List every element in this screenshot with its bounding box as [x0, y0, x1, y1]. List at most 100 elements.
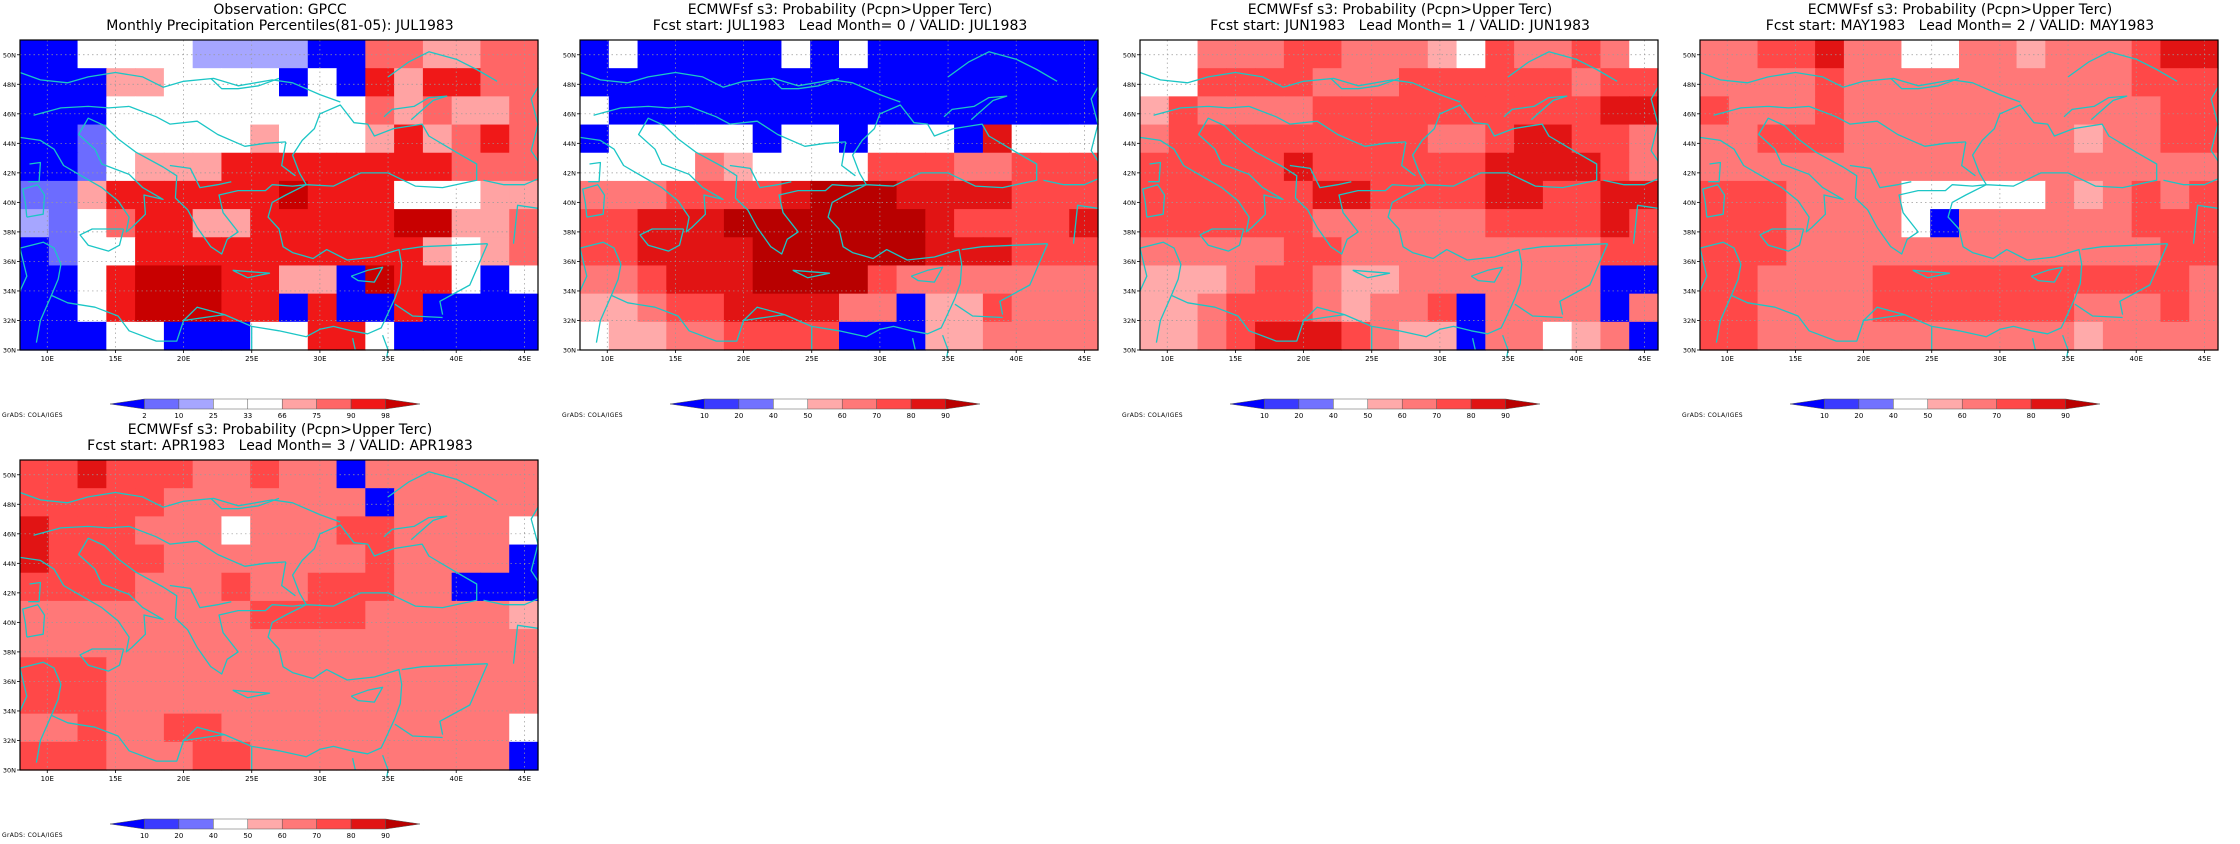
y-tick-label: 32N	[563, 317, 576, 325]
coastline	[582, 184, 606, 218]
grid-cell	[451, 488, 482, 517]
grid-cell	[1456, 124, 1486, 154]
colorbar-segment	[2065, 398, 2101, 410]
colorbar-segment	[773, 398, 809, 410]
grid-cell	[192, 685, 223, 715]
grid-cell	[20, 572, 50, 602]
grid-cell	[451, 600, 482, 630]
grid-cell	[810, 40, 840, 69]
grid-cell	[1312, 180, 1343, 210]
grid-cell	[810, 124, 840, 154]
grid-cell	[2016, 293, 2046, 323]
grid-cell	[1629, 40, 1659, 69]
grid-cell	[580, 40, 610, 69]
grid-cell	[48, 657, 79, 687]
grid-cell	[2189, 321, 2219, 351]
colorbar-label: 70	[1432, 412, 1441, 420]
grid-cell	[954, 96, 984, 126]
grid-cell	[1226, 293, 1256, 323]
grid-cell	[1786, 321, 1816, 351]
grid-cell	[451, 209, 482, 238]
grid-cell	[106, 488, 136, 517]
grid-cell	[307, 209, 338, 238]
grid-cell	[867, 152, 898, 182]
grid-cell	[1872, 96, 1903, 126]
grid-cell	[1312, 68, 1343, 97]
grid-cell	[1069, 293, 1099, 323]
grid-cell	[1399, 40, 1429, 69]
grid-cell	[221, 685, 251, 715]
grid-cell	[451, 124, 482, 154]
grid-cell	[135, 152, 165, 182]
coastline	[593, 105, 690, 116]
grid-cell	[135, 265, 165, 295]
grid-cell	[336, 572, 366, 602]
grid-cell	[896, 68, 926, 97]
y-tick-label: 44N	[3, 140, 16, 148]
grid-cell	[2102, 237, 2133, 267]
grid-cell	[1629, 180, 1659, 210]
grid-cell	[106, 516, 136, 546]
y-tick-label: 46N	[563, 110, 576, 118]
grid-cell	[1011, 180, 1042, 210]
grid-cell	[135, 209, 165, 238]
grid-cell	[135, 488, 165, 517]
colorbar-label: 80	[2027, 412, 2036, 420]
coastline	[1759, 228, 1805, 252]
grid-cell	[336, 180, 366, 210]
grid-cell	[336, 600, 366, 630]
grid-cell	[1542, 124, 1573, 154]
grid-cell	[279, 516, 309, 546]
grid-cell	[135, 629, 165, 658]
grid-cell	[1341, 321, 1371, 351]
grid-cell	[106, 209, 136, 238]
grid-cell	[279, 237, 309, 267]
grid-cell	[250, 40, 280, 69]
grid-cell	[896, 152, 926, 182]
grid-cell	[451, 293, 482, 323]
grid-cell	[2160, 237, 2190, 267]
grid-cell	[1456, 209, 1486, 238]
grid-cell	[1312, 96, 1343, 126]
grid-cell	[77, 321, 107, 351]
grid-cell	[608, 180, 639, 210]
coastline	[1401, 141, 1416, 177]
grid-cell	[1542, 209, 1573, 238]
plot-frame	[1699, 39, 2219, 351]
x-tick-label: 35E	[381, 355, 394, 363]
coastline	[394, 303, 443, 319]
grid-cell	[250, 629, 280, 658]
grid-cell	[307, 460, 338, 489]
coastline	[1890, 77, 1960, 90]
grid-cell	[221, 293, 251, 323]
grid-cell	[1370, 265, 1400, 295]
grid-cell	[695, 293, 725, 323]
grid-cell	[896, 180, 926, 210]
grid-cell	[221, 321, 251, 351]
grid-cell	[2074, 40, 2104, 69]
grid-cell	[982, 152, 1013, 182]
grid-cell	[48, 152, 79, 182]
grid-cell	[2189, 152, 2219, 182]
coastline	[1139, 184, 1523, 342]
grid-cell	[192, 124, 223, 154]
grid-cell	[1757, 265, 1787, 295]
grid-cell	[221, 124, 251, 154]
y-tick-label: 50N	[3, 51, 16, 59]
coastline	[947, 51, 1058, 82]
y-tick-label: 32N	[1123, 317, 1136, 325]
grid-cell	[1757, 180, 1787, 210]
grid-cell	[1987, 293, 2018, 323]
coastline	[1303, 313, 1345, 322]
coastline	[1470, 266, 1504, 283]
grid-cell	[336, 544, 366, 574]
coastline	[2031, 338, 2036, 351]
grid-cell	[192, 152, 223, 182]
grid-cell	[723, 180, 754, 210]
grid-cell	[954, 321, 984, 351]
y-tick-label: 32N	[1683, 317, 1696, 325]
grid-cell	[77, 68, 107, 97]
plot-frame	[579, 39, 1099, 351]
grid-cell	[480, 629, 510, 658]
grid-cell	[250, 741, 280, 771]
